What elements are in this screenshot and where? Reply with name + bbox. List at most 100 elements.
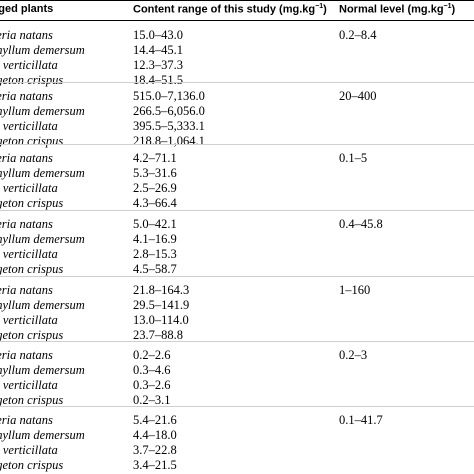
plant-name: ueria natans: [0, 413, 53, 427]
table-row: phyllum demersum 14.4–45.1: [0, 43, 474, 58]
plant-name: ueria natans: [0, 348, 53, 362]
plant-name: ogeton crispus: [0, 134, 64, 148]
content-range: 266.5–6,056.0: [133, 104, 205, 118]
plant-name: phyllum demersum: [0, 166, 85, 180]
content-range: 13.0–114.0: [133, 313, 189, 327]
table-row: ueria natans 0.2–2.6 0.2–3: [0, 348, 474, 363]
normal-level: 0.4–45.8: [339, 217, 383, 231]
content-range: 23.7–88.8: [133, 328, 183, 342]
table-row: ueria natans 4.2–71.1 0.1–5: [0, 151, 474, 166]
table-row: la verticillata 2.8–15.3: [0, 247, 474, 262]
header-plants: rged plants: [0, 3, 54, 15]
plant-name: la verticillata: [0, 58, 58, 72]
plant-name: phyllum demersum: [0, 363, 85, 377]
table-row: la verticillata 2.5–26.9: [0, 181, 474, 196]
content-range: 21.8–164.3: [133, 283, 190, 297]
plant-name: ogeton crispus: [0, 73, 64, 87]
content-range: 5.4–21.6: [133, 413, 177, 427]
plant-name: ogeton crispus: [0, 196, 64, 210]
content-range: 4.3–66.4: [133, 196, 177, 210]
table-row: la verticillata 12.3–37.3: [0, 58, 474, 73]
content-range: 29.5–141.9: [133, 298, 190, 312]
content-range: 4.4–18.0: [133, 428, 177, 442]
table-row: phyllum demersum 4.1–16.9: [0, 232, 474, 247]
group-separator: [0, 276, 474, 277]
table-row: ogeton crispus 0.2–3.1: [0, 393, 474, 408]
header-normal-level: Normal level (mg.kg−1): [339, 3, 456, 16]
plant-name: la verticillata: [0, 378, 58, 392]
group-separator: [0, 210, 474, 211]
plant-name: ueria natans: [0, 151, 53, 165]
table-row: ueria natans 21.8–164.3 1–160: [0, 283, 474, 298]
content-range: 3.4–21.5: [133, 458, 177, 472]
table-group: ueria natans 5.4–21.6 0.1–41.7phyllum deme…: [0, 413, 474, 473]
table-row: ueria natans 5.0–42.1 0.4–45.8: [0, 217, 474, 232]
header-content-range: Content range of this study (mg.kg−1): [133, 3, 327, 16]
plant-name: phyllum demersum: [0, 104, 85, 118]
table-row: phyllum demersum 4.4–18.0: [0, 428, 474, 443]
plant-name: ueria natans: [0, 28, 53, 42]
plant-name: ueria natans: [0, 283, 53, 297]
plant-name: ogeton crispus: [0, 458, 64, 472]
content-range: 18.4–51.5: [133, 73, 183, 87]
table-row: ogeton crispus 4.5–58.7: [0, 262, 474, 277]
table-row: la verticillata 395.5–5,333.1: [0, 119, 474, 134]
normal-level: 0.2–8.4: [339, 28, 377, 42]
group-separator: [0, 341, 474, 342]
content-range: 0.3–4.6: [133, 363, 171, 377]
content-range: 4.2–71.1: [133, 151, 177, 165]
table-row: la verticillata 13.0–114.0: [0, 313, 474, 328]
normal-level: 20–400: [339, 89, 377, 103]
header-rule: [0, 20, 474, 21]
content-range: 12.3–37.3: [133, 58, 183, 72]
table-row: phyllum demersum 29.5–141.9: [0, 298, 474, 313]
normal-level: 0.1–5: [339, 151, 368, 165]
plant-name: la verticillata: [0, 181, 58, 195]
plant-name: phyllum demersum: [0, 232, 85, 246]
table-row: ueria natans 15.0–43.0 0.2–8.4: [0, 28, 474, 43]
plant-name: ogeton crispus: [0, 262, 64, 276]
group-separator: [0, 144, 474, 145]
plant-name: la verticillata: [0, 119, 58, 133]
plant-name: ueria natans: [0, 89, 53, 103]
table-row: ueria natans 5.4–21.6 0.1–41.7: [0, 413, 474, 428]
content-range: 5.3–31.6: [133, 166, 177, 180]
table-row: la verticillata 0.3–2.6: [0, 378, 474, 393]
top-rule: [0, 0, 474, 1]
normal-level: 1–160: [339, 283, 371, 297]
table-row: ogeton crispus 23.7–88.8: [0, 328, 474, 343]
normal-level: 0.1–41.7: [339, 413, 383, 427]
table-row: la verticillata 3.7–22.8: [0, 443, 474, 458]
content-range: 2.5–26.9: [133, 181, 177, 195]
content-range: 14.4–45.1: [133, 43, 183, 57]
content-range: 15.0–43.0: [133, 28, 183, 42]
table-row: phyllum demersum 5.3–31.6: [0, 166, 474, 181]
table-row: ogeton crispus 3.4–21.5: [0, 458, 474, 473]
content-range: 0.2–2.6: [133, 348, 171, 362]
plant-name: phyllum demersum: [0, 43, 85, 57]
group-separator: [0, 82, 474, 83]
group-separator: [0, 406, 474, 407]
table-row: ogeton crispus 4.3–66.4: [0, 196, 474, 211]
content-range: 3.7–22.8: [133, 443, 177, 457]
content-range: 4.5–58.7: [133, 262, 177, 276]
table-row: phyllum demersum 0.3–4.6: [0, 363, 474, 378]
normal-level: 0.2–3: [339, 348, 368, 362]
content-range: 515.0–7,136.0: [133, 89, 205, 103]
plant-name: phyllum demersum: [0, 298, 85, 312]
content-range: 0.3–2.6: [133, 378, 171, 392]
content-range: 218.8–1,064.1: [133, 134, 205, 148]
content-range: 5.0–42.1: [133, 217, 177, 231]
table-row: ueria natans 515.0–7,136.0 20–400: [0, 89, 474, 104]
content-range: 4.1–16.9: [133, 232, 177, 246]
content-range: 2.8–15.3: [133, 247, 177, 261]
table-row: ogeton crispus 18.4–51.5: [0, 73, 474, 88]
table-row: ogeton crispus 218.8–1,064.1: [0, 134, 474, 149]
table-row: phyllum demersum 266.5–6,056.0: [0, 104, 474, 119]
